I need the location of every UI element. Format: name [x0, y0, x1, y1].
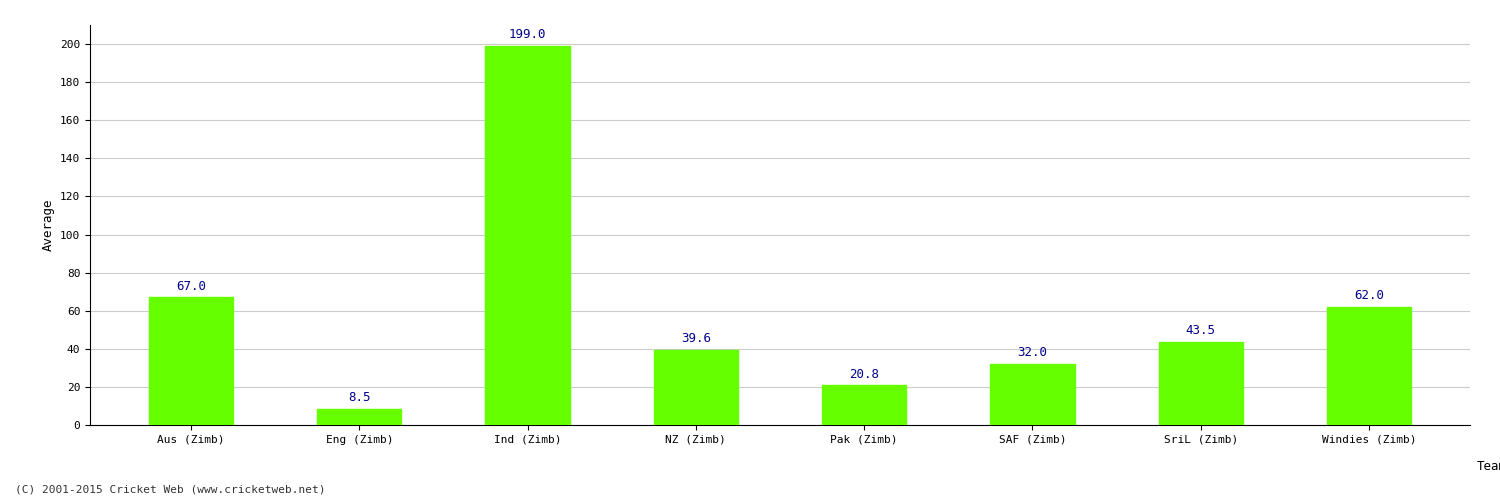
Bar: [1158, 342, 1244, 425]
Text: Team: Team: [1478, 460, 1500, 472]
Bar: [148, 298, 232, 425]
Text: 199.0: 199.0: [509, 28, 546, 41]
Text: 20.8: 20.8: [849, 368, 879, 380]
Text: 8.5: 8.5: [348, 391, 370, 404]
Bar: [486, 46, 570, 425]
Text: (C) 2001-2015 Cricket Web (www.cricketweb.net): (C) 2001-2015 Cricket Web (www.cricketwe…: [15, 485, 326, 495]
Bar: [990, 364, 1074, 425]
Y-axis label: Average: Average: [42, 198, 54, 251]
Bar: [316, 409, 402, 425]
Text: 43.5: 43.5: [1185, 324, 1215, 338]
Text: 39.6: 39.6: [681, 332, 711, 345]
Bar: [822, 386, 906, 425]
Text: 32.0: 32.0: [1017, 346, 1047, 360]
Text: 62.0: 62.0: [1354, 289, 1384, 302]
Text: 67.0: 67.0: [176, 280, 206, 292]
Bar: [1328, 307, 1412, 425]
Bar: [654, 350, 738, 425]
